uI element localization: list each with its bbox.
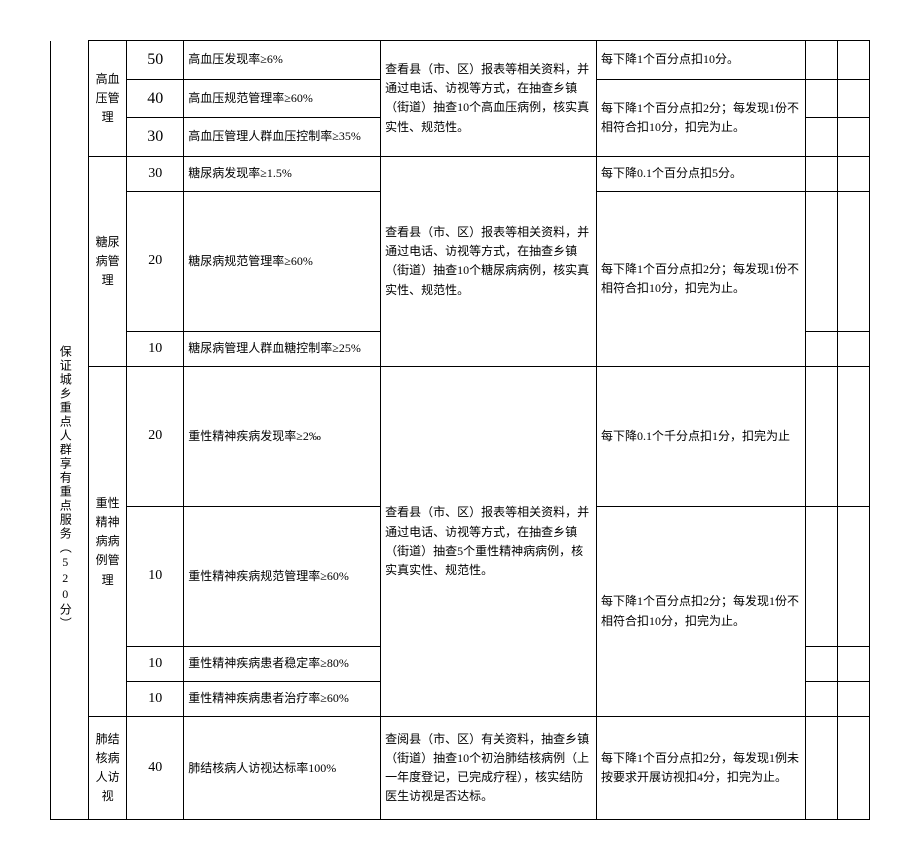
blank-cell [838,331,870,366]
blank-cell [806,118,838,157]
blank-cell [806,156,838,191]
blank-cell [806,79,838,118]
blank-cell [838,367,870,507]
score-cell: 10 [127,681,184,716]
section-name: 高血压管理 [89,41,127,157]
blank-cell [806,646,838,681]
score-cell: 50 [127,41,184,80]
score-cell: 30 [127,156,184,191]
score-cell: 10 [127,331,184,366]
blank-cell [838,717,870,820]
blank-cell [838,118,870,157]
score-cell: 40 [127,717,184,820]
indicator-cell: 高血压规范管理率≥60% [184,79,381,118]
blank-cell [838,41,870,80]
scoring-cell: 每下降1个百分点扣2分，每发现1例未按要求开展访视扣4分，扣完为止。 [596,717,806,820]
blank-cell [838,79,870,118]
blank-cell [806,681,838,716]
indicator-cell: 糖尿病规范管理率≥60% [184,192,381,332]
score-cell: 10 [127,506,184,646]
section-name: 重性精神病病例管理 [89,367,127,717]
scoring-cell: 每下降1个百分点扣2分；每发现1份不相符合扣10分，扣完为止。 [596,506,806,716]
indicator-cell: 肺结核病人访视达标率100% [184,717,381,820]
method-cell: 查看县（市、区）报表等相关资料，并通过电话、访视等方式，在抽查乡镇（街道）抽查1… [381,41,597,157]
score-cell: 20 [127,192,184,332]
indicator-cell: 重性精神疾病患者稳定率≥80% [184,646,381,681]
section-name: 肺结核病人访视 [89,717,127,820]
scoring-cell: 每下降1个百分点扣2分；每发现1份不相符合扣10分，扣完为止。 [596,79,806,156]
scoring-cell: 每下降0.1个百分点扣5分。 [596,156,806,191]
scoring-cell: 每下降0.1个千分点扣1分，扣完为止 [596,367,806,507]
indicator-cell: 重性精神疾病发现率≥2‰ [184,367,381,507]
score-cell: 40 [127,79,184,118]
category-cell: 保证城乡重点人群享有重点服务（520分） [51,156,89,820]
score-cell: 10 [127,646,184,681]
blank-cell [806,41,838,80]
method-cell: 查阅县（市、区）有关资料，抽查乡镇（街道）抽查10个初治肺结核病例（上一年度登记… [381,717,597,820]
blank-cell [806,717,838,820]
indicator-cell: 糖尿病管理人群血糖控制率≥25% [184,331,381,366]
scoring-cell: 每下降1个百分点扣10分。 [596,41,806,80]
method-cell: 查看县（市、区）报表等相关资料，并通过电话、访视等方式，在抽查乡镇（街道）抽查5… [381,367,597,717]
method-cell: 查看县（市、区）报表等相关资料，并通过电话、访视等方式，在抽查乡镇（街道）抽查1… [381,156,597,366]
blank-cell [838,506,870,646]
scoring-cell: 每下降1个百分点扣2分；每发现1份不相符合扣10分，扣完为止。 [596,192,806,367]
score-cell: 20 [127,367,184,507]
indicator-cell: 重性精神疾病患者治疗率≥60% [184,681,381,716]
blank-cell [838,681,870,716]
section-name: 糖尿病管理 [89,156,127,366]
score-cell: 30 [127,118,184,157]
indicator-cell: 高血压发现率≥6% [184,41,381,80]
category-cell-upper [51,41,89,157]
indicator-cell: 糖尿病发现率≥1.5% [184,156,381,191]
blank-cell [806,331,838,366]
indicator-cell: 重性精神疾病规范管理率≥60% [184,506,381,646]
blank-cell [806,367,838,507]
blank-cell [806,506,838,646]
blank-cell [838,192,870,332]
indicator-cell: 高血压管理人群血压控制率≥35% [184,118,381,157]
blank-cell [838,646,870,681]
category-label: 保证城乡重点人群享有重点服务（520分） [55,162,74,813]
evaluation-table: 高血压管理 50 高血压发现率≥6% 查看县（市、区）报表等相关资料，并通过电话… [50,40,870,820]
blank-cell [806,192,838,332]
blank-cell [838,156,870,191]
